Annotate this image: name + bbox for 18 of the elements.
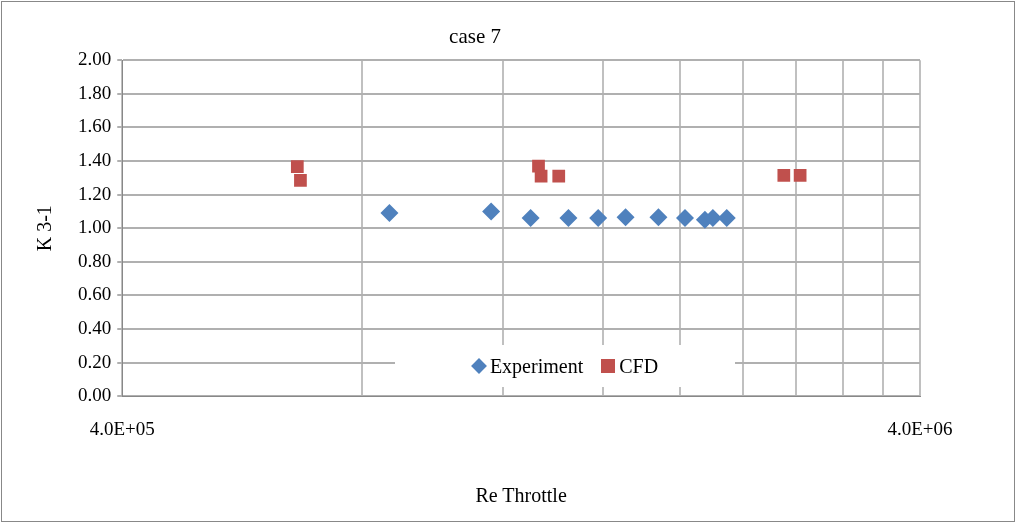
legend-label: CFD	[619, 354, 659, 378]
y-tick-label: 0.00	[78, 384, 112, 406]
y-tick-label: 1.00	[78, 216, 112, 238]
y-tick-label: 1.80	[78, 81, 112, 103]
x-tick-label: 4.0E+05	[89, 417, 155, 439]
y-tick-label: 2.00	[78, 48, 112, 70]
y-axis-title: K 3-1	[33, 205, 56, 252]
y-tick-label: 1.40	[78, 148, 112, 170]
x-tick-label: 4.0E+06	[887, 417, 953, 439]
legend-label: Experiment	[489, 354, 584, 378]
y-tick-label: 0.40	[78, 316, 112, 338]
chart-title: case 7	[449, 24, 501, 49]
y-tick-label: 0.20	[78, 350, 112, 372]
y-tick-label: 1.20	[78, 182, 112, 204]
y-tick-label: 1.60	[78, 115, 112, 137]
y-tick-label: 0.80	[78, 249, 112, 271]
x-axis-title: Re Throttle	[475, 484, 567, 507]
y-tick-label: 0.60	[78, 283, 112, 305]
